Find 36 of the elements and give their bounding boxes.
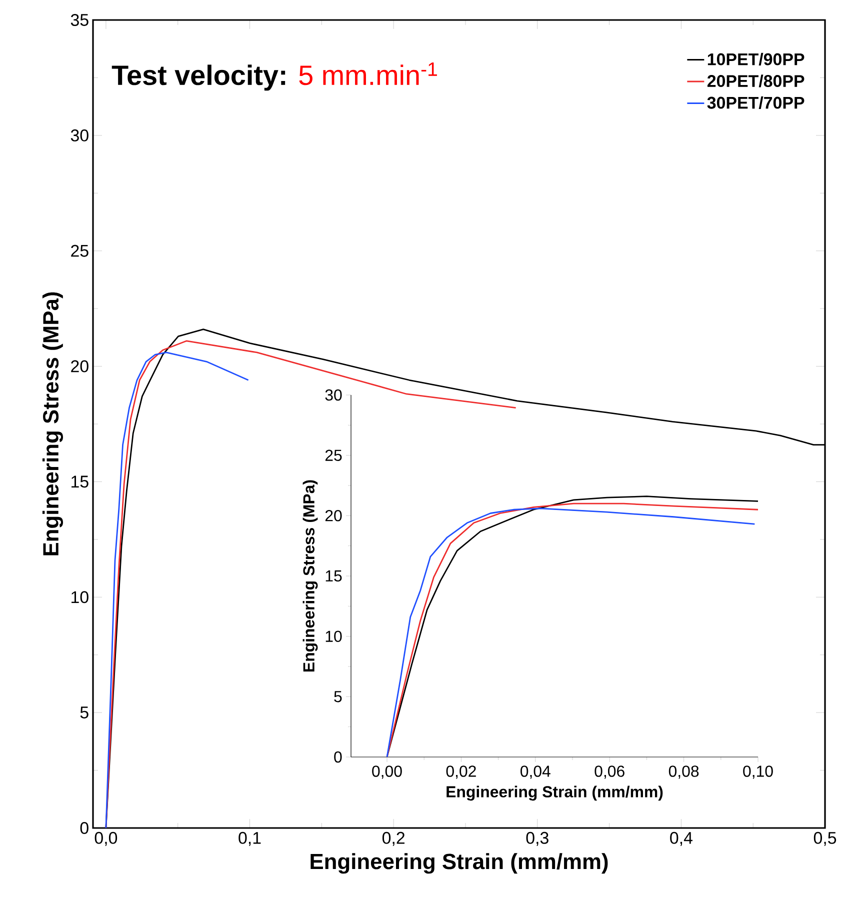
annotation: 5 mm.min$^{-1}$ bbox=[299, 62, 437, 86]
legend-label: 20PET/80PP bbox=[707, 74, 804, 88]
legend-label: 10PET/90PP bbox=[708, 52, 804, 66]
legend-label: 30PET/70PP bbox=[707, 96, 804, 109]
x-axis-title: Engineering Strain (mm/mm) bbox=[446, 786, 663, 801]
y-tick-label: 25 bbox=[325, 450, 342, 461]
y-tick-label: 10 bbox=[72, 591, 88, 604]
y-tick-label: 35 bbox=[70, 14, 88, 26]
x-tick-label: 0,10 bbox=[743, 766, 773, 779]
annotation: Test velocity: bbox=[112, 64, 286, 91]
y-tick-label: 15 bbox=[326, 570, 342, 582]
x-tick-label: 0,00 bbox=[372, 766, 402, 779]
x-tick-label: 0,02 bbox=[446, 766, 476, 779]
y-tick-label: 25 bbox=[71, 244, 88, 257]
x-tick-label: 0,5 bbox=[814, 832, 836, 846]
y-tick-label: 5 bbox=[80, 706, 88, 718]
x-tick-label: 0,3 bbox=[526, 832, 548, 846]
x-tick-label: 0,2 bbox=[382, 832, 404, 846]
x-tick-label: 0,0 bbox=[94, 832, 118, 846]
x-tick-label: 0,06 bbox=[594, 766, 624, 779]
y-tick-label: 30 bbox=[325, 389, 342, 401]
y-tick-label: 10 bbox=[326, 630, 342, 642]
y-tick-label: 0 bbox=[334, 751, 342, 763]
x-tick-label: 0,08 bbox=[668, 766, 699, 779]
y-tick-label: 15 bbox=[72, 476, 88, 488]
y-tick-label: 30 bbox=[70, 129, 88, 142]
y-axis-title: Engineering Stress (MPa) bbox=[302, 480, 318, 672]
x-axis-title: Engineering Strain (mm/mm) bbox=[310, 853, 608, 874]
y-tick-label: 5 bbox=[334, 691, 342, 702]
y-tick-label: 20 bbox=[325, 510, 342, 522]
y-axis-title: Engineering Stress (MPa) bbox=[42, 292, 63, 556]
y-tick-label: 20 bbox=[71, 360, 88, 372]
x-tick-label: 0,04 bbox=[520, 766, 550, 779]
x-tick-label: 0,1 bbox=[238, 832, 261, 846]
y-tick-label: 0 bbox=[80, 822, 88, 834]
x-tick-label: 0,4 bbox=[670, 832, 692, 846]
